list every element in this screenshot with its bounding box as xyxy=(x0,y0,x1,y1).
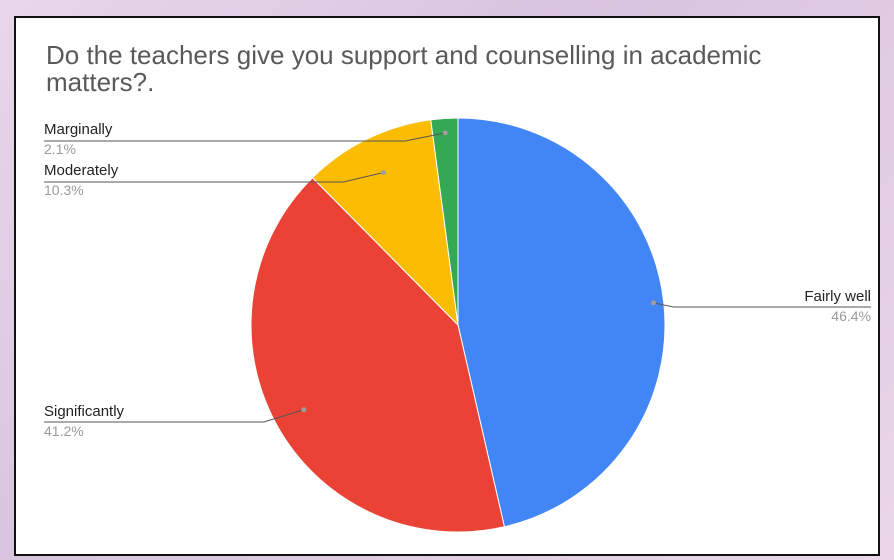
pie-slice-significantly[interactable] xyxy=(250,177,506,533)
slice-percent-fairly-well: 46.4% xyxy=(831,308,871,324)
chart-card: Do the teachers give you support and cou… xyxy=(14,16,880,556)
slice-label-moderately: Moderately xyxy=(44,162,119,179)
leader-dot-marginally xyxy=(442,130,448,136)
slice-label-fairly-well: Fairly well xyxy=(804,288,871,305)
pie-chart: Fairly well 46.4% Significantly 41.2% Modera… xyxy=(44,117,871,533)
leader-dot-fairly-well xyxy=(650,300,656,306)
leader-dot-moderately xyxy=(380,170,386,176)
slice-percent-significantly: 41.2% xyxy=(44,423,84,439)
leader-dot-significantly xyxy=(301,407,307,413)
leader-line-significantly xyxy=(44,409,304,423)
pie-slice-moderately[interactable] xyxy=(311,119,459,327)
slice-percent-moderately: 10.3% xyxy=(44,182,84,198)
slice-label-marginally: Marginally xyxy=(44,121,113,138)
leader-line-fairly-well xyxy=(653,302,871,308)
slice-label-significantly: Significantly xyxy=(44,403,125,420)
slice-percent-marginally: 2.1% xyxy=(44,141,76,157)
pie-slice-marginally[interactable] xyxy=(430,117,459,326)
chart-title: Do the teachers give you support and cou… xyxy=(46,40,762,97)
pie-slice-fairly-well[interactable] xyxy=(457,117,666,528)
leader-line-moderately xyxy=(44,172,384,183)
leader-line-marginally xyxy=(44,132,446,142)
